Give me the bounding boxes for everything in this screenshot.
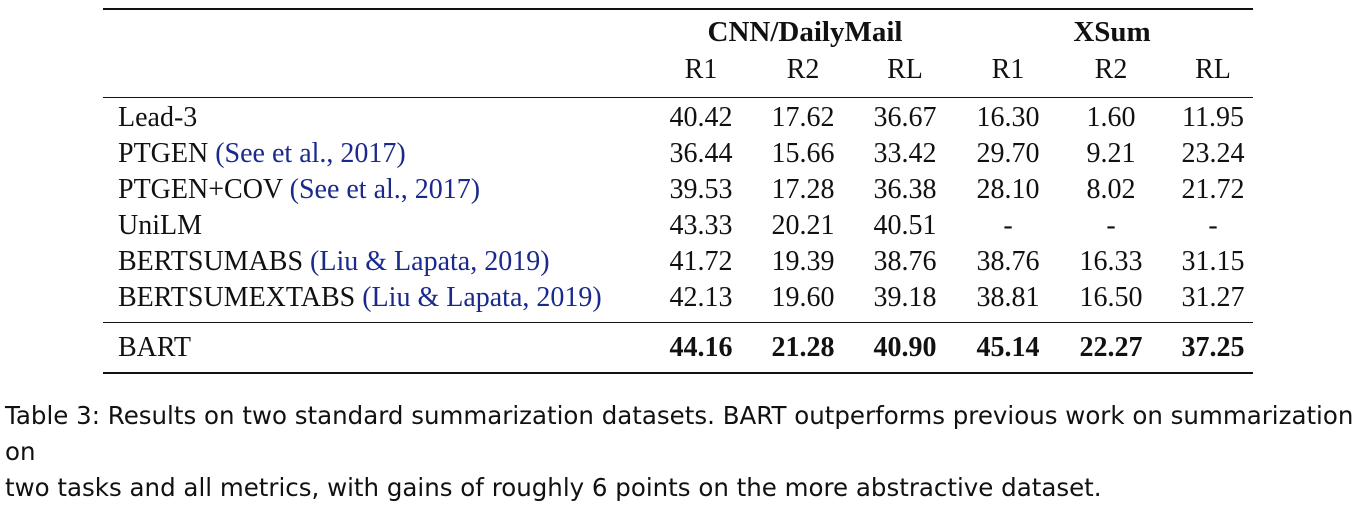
cell-cnn-rl: 36.38 — [873, 174, 937, 205]
model-label: PTGEN+COV — [118, 174, 283, 205]
table-row: Lead-3 40.42 17.62 36.67 16.30 1.60 11.9… — [0, 100, 1372, 136]
cell-xsum-r2: - — [1106, 210, 1116, 241]
citation-link[interactable]: (Liu & Lapata, 2019) — [310, 246, 550, 277]
model-name: Lead-3 — [118, 100, 197, 136]
cell-cnn-rl: 33.42 — [873, 138, 937, 169]
metric-header-xsum-r1: R1 — [991, 54, 1025, 85]
cell-cnn-rl: 36.67 — [873, 102, 937, 133]
model-name: BERTSUMEXTABS (Liu & Lapata, 2019) — [118, 280, 602, 316]
group-header-xsum: XSum — [1073, 16, 1151, 48]
cell-xsum-rl: 37.25 — [1181, 332, 1245, 363]
cell-cnn-r1: 39.53 — [669, 174, 733, 205]
cell-cnn-r2: 17.62 — [771, 102, 835, 133]
table-header-rule — [103, 97, 1253, 99]
cell-xsum-r1: 45.14 — [976, 332, 1040, 363]
metric-header-cnn-rl: RL — [887, 54, 923, 85]
cell-xsum-rl: 31.15 — [1181, 246, 1245, 277]
cell-cnn-rl: 39.18 — [873, 282, 937, 313]
metric-header-xsum-r2: R2 — [1094, 54, 1128, 85]
cell-cnn-rl: 40.90 — [873, 332, 937, 363]
cell-xsum-r2: 1.60 — [1086, 102, 1136, 133]
cell-xsum-r2: 9.21 — [1086, 138, 1136, 169]
cell-xsum-rl: 11.95 — [1182, 102, 1244, 133]
group-header-cnn-dailymail: CNN/DailyMail — [707, 16, 903, 48]
model-name: BART — [118, 330, 191, 366]
cell-cnn-r1: 41.72 — [669, 246, 733, 277]
citation-link[interactable]: (See et al., 2017) — [289, 174, 481, 205]
citation-link[interactable]: (See et al., 2017) — [215, 138, 406, 169]
cell-xsum-r1: 28.10 — [976, 174, 1040, 205]
model-name: PTGEN (See et al., 2017) — [118, 136, 406, 172]
table-caption: Table 3: Results on two standard summari… — [5, 398, 1367, 506]
cell-cnn-r2: 15.66 — [771, 138, 835, 169]
cell-cnn-r2: 19.60 — [771, 282, 835, 313]
cell-xsum-rl: 21.72 — [1181, 174, 1245, 205]
table-row: UniLM 43.33 20.21 40.51 - - - — [0, 208, 1372, 244]
metric-header-xsum-rl: RL — [1195, 54, 1231, 85]
cell-cnn-rl: 38.76 — [873, 246, 937, 277]
metric-header-cnn-r2: R2 — [786, 54, 820, 85]
model-label: BERTSUMABS — [118, 246, 304, 277]
cell-cnn-r2: 17.28 — [771, 174, 835, 205]
cell-xsum-r2: 16.33 — [1079, 246, 1143, 277]
cell-cnn-rl: 40.51 — [873, 210, 937, 241]
cell-cnn-r1: 36.44 — [669, 138, 733, 169]
cell-xsum-r2: 16.50 — [1079, 282, 1143, 313]
model-label: UniLM — [118, 210, 202, 241]
cell-cnn-r1: 44.16 — [669, 332, 733, 363]
cell-cnn-r2: 19.39 — [771, 246, 835, 277]
table-row: BERTSUMABS (Liu & Lapata, 2019) 41.72 19… — [0, 244, 1372, 280]
cell-xsum-r1: 29.70 — [976, 138, 1040, 169]
cell-xsum-r1: 16.30 — [976, 102, 1040, 133]
cell-cnn-r2: 20.21 — [771, 210, 835, 241]
model-name: UniLM — [118, 208, 202, 244]
cell-xsum-rl: - — [1208, 210, 1218, 241]
citation-link[interactable]: (Liu & Lapata, 2019) — [362, 282, 602, 313]
model-label: Lead-3 — [118, 102, 198, 133]
cell-xsum-r1: 38.81 — [976, 282, 1040, 313]
table-row: BERTSUMEXTABS (Liu & Lapata, 2019) 42.13… — [0, 280, 1372, 316]
table-top-rule — [103, 8, 1253, 11]
model-name: BERTSUMABS (Liu & Lapata, 2019) — [118, 244, 550, 280]
table-row: PTGEN (See et al., 2017) 36.44 15.66 33.… — [0, 136, 1372, 172]
cell-cnn-r1: 42.13 — [669, 282, 733, 313]
model-name: PTGEN+COV (See et al., 2017) — [118, 172, 480, 208]
caption-line-2: two tasks and all metrics, with gains of… — [5, 473, 1102, 502]
cell-xsum-r2: 8.02 — [1086, 174, 1136, 205]
metric-header-cnn-r1: R1 — [684, 54, 718, 85]
caption-line-1: Table 3: Results on two standard summari… — [5, 401, 1354, 466]
cell-xsum-rl: 31.27 — [1181, 282, 1245, 313]
cell-cnn-r1: 40.42 — [669, 102, 733, 133]
cell-xsum-rl: 23.24 — [1181, 138, 1245, 169]
cell-cnn-r1: 43.33 — [669, 210, 733, 241]
cell-cnn-r2: 21.28 — [771, 332, 835, 363]
model-label: PTGEN — [118, 138, 209, 169]
table-row-bart: BART 44.16 21.28 40.90 45.14 22.27 37.25 — [0, 330, 1372, 366]
cell-xsum-r1: 38.76 — [976, 246, 1040, 277]
model-label: BART — [118, 332, 191, 363]
cell-xsum-r2: 22.27 — [1079, 332, 1143, 363]
cell-xsum-r1: - — [1003, 210, 1013, 241]
table-bottom-rule — [103, 372, 1253, 375]
model-label: BERTSUMEXTABS — [118, 282, 356, 313]
table-final-rule — [103, 322, 1253, 324]
table-row: PTGEN+COV (See et al., 2017) 39.53 17.28… — [0, 172, 1372, 208]
